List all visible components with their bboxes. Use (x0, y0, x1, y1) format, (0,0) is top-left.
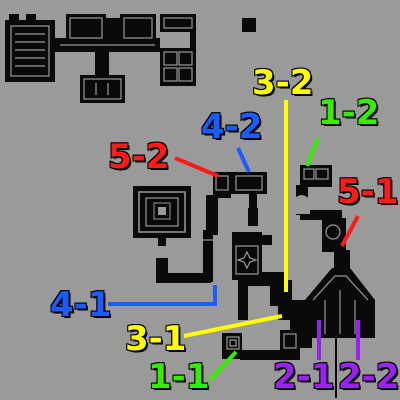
pointer-1-2 (305, 137, 320, 167)
label-2-2: 2-2 (337, 357, 400, 397)
castle-room-cluster (5, 14, 196, 103)
label-3-1: 3-1 (124, 319, 187, 359)
label-3-2: 3-2 (251, 63, 314, 103)
dungeon-detail (200, 168, 369, 350)
small-room (242, 18, 256, 32)
label-4-1: 4-1 (49, 285, 112, 325)
castle-room-detail (10, 17, 193, 100)
pointer-5-1 (340, 215, 360, 247)
label-1-2: 1-2 (317, 93, 380, 133)
label-4-2: 4-2 (200, 107, 263, 147)
pointer-1-1 (208, 350, 238, 382)
framed-room (133, 186, 191, 246)
label-1-1: 1-1 (147, 357, 210, 397)
pointer-4-2 (236, 147, 251, 173)
label-2-1: 2-1 (272, 357, 335, 397)
pointer-lines (108, 100, 360, 382)
pointer-3-1 (183, 314, 283, 338)
pointer-5-2 (174, 156, 219, 178)
label-5-1: 5-1 (336, 172, 399, 212)
label-5-2: 5-2 (107, 137, 170, 177)
